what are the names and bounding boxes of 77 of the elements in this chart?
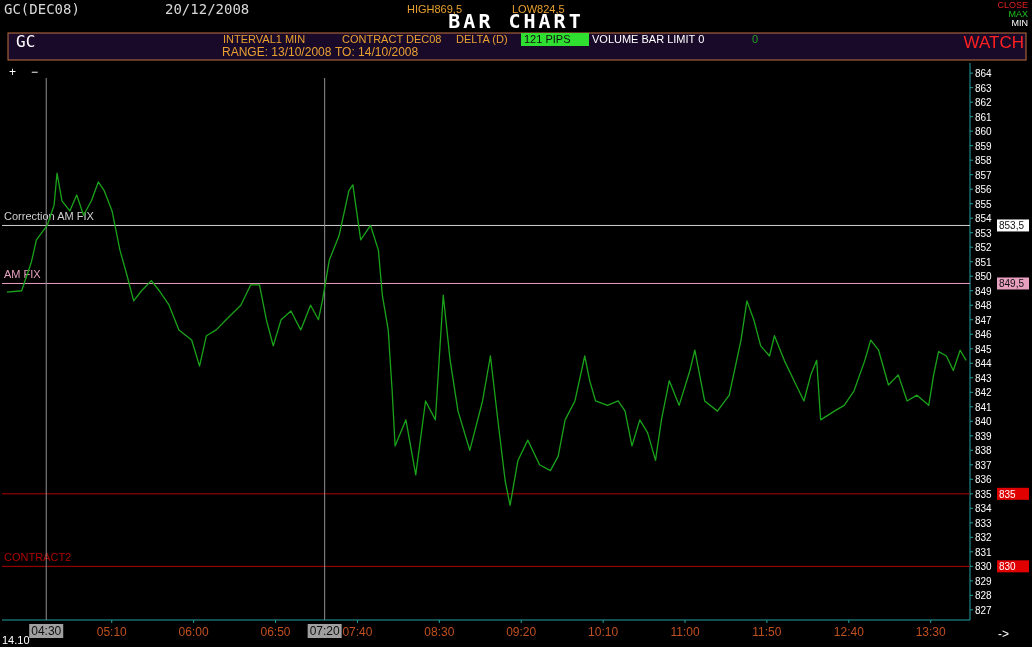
text: 830	[999, 561, 1017, 573]
y-tick-label: 860	[975, 126, 993, 138]
y-tick-label: 830	[975, 561, 993, 573]
text: 835	[999, 488, 1017, 500]
line-series	[6, 172, 967, 507]
x-tick-label: 05:10	[96, 625, 128, 639]
y-tick-label: 847	[975, 314, 993, 326]
y-tick-label: 834	[975, 503, 993, 515]
y-tick-label: 831	[975, 546, 993, 558]
y-tick-label: 846	[975, 329, 993, 341]
y-tick-label: 853	[975, 227, 993, 239]
ref-line-label: 04:30	[31, 624, 62, 638]
text: INTERVAL1 MIN	[223, 33, 306, 45]
y-tick-label: 854	[975, 213, 993, 225]
ref-line-label: 07:20	[309, 624, 340, 638]
annotation: +	[9, 65, 17, 79]
y-tick-label: 828	[975, 590, 993, 602]
text: DELTA (D)	[456, 33, 508, 45]
x-tick-label: 11:50	[752, 625, 782, 639]
x-tick-label: 13:30	[915, 625, 947, 639]
y-tick-label: 852	[975, 242, 993, 254]
y-tick-label: 829	[975, 575, 993, 587]
text: HIGH869,5	[407, 3, 463, 15]
x-tick-label: 06:50	[260, 625, 291, 639]
text: 0	[752, 33, 759, 45]
x-tick-label: 11:00	[670, 625, 700, 639]
text: GC(DEC08)	[4, 1, 80, 17]
text: 849,5	[999, 278, 1025, 290]
y-tick-label: 842	[975, 387, 993, 399]
text: ->	[998, 627, 1010, 641]
y-tick-label: 863	[975, 82, 993, 94]
text: VOLUME BAR LIMIT 0	[592, 33, 705, 45]
y-tick-label: 827	[975, 604, 993, 616]
text: 14.10	[2, 634, 30, 646]
y-tick-label: 837	[975, 459, 993, 471]
y-tick-label: 845	[975, 343, 993, 355]
text: LOW824,5	[512, 3, 565, 15]
x-tick-label: 12:40	[833, 625, 865, 639]
annotation: −	[31, 65, 39, 79]
y-tick-label: 864	[975, 68, 993, 80]
y-tick-label: 840	[975, 416, 993, 428]
text: WATCH	[963, 33, 1024, 52]
text: 121 PIPS	[524, 33, 571, 45]
y-tick-label: 861	[975, 111, 993, 123]
y-tick-label: 850	[975, 271, 993, 283]
y-tick-label: 844	[975, 358, 993, 370]
y-tick-label: 838	[975, 445, 993, 457]
y-tick-label: 862	[975, 97, 993, 109]
text: MIN	[1011, 18, 1028, 28]
x-tick-label: 09:20	[506, 625, 537, 639]
y-tick-label: 848	[975, 300, 993, 312]
text: TO: 14/10/2008	[335, 45, 419, 59]
y-tick-label: 856	[975, 184, 993, 196]
x-tick-label: 08:30	[424, 625, 455, 639]
y-tick-label: 841	[975, 401, 993, 413]
x-tick-label: 10:10	[588, 625, 619, 639]
text: MAX	[1008, 9, 1028, 19]
y-tick-label: 833	[975, 517, 993, 529]
y-tick-label: 843	[975, 372, 993, 384]
y-tick-label: 839	[975, 430, 993, 442]
text: CLOSE	[997, 0, 1028, 10]
y-tick-label: 855	[975, 198, 993, 210]
y-tick-label: 858	[975, 155, 993, 167]
y-tick-label: 832	[975, 532, 993, 544]
y-tick-label: 857	[975, 169, 993, 181]
text: 853,5	[999, 220, 1025, 232]
y-tick-label: 835	[975, 488, 993, 500]
y-tick-label: 836	[975, 474, 993, 486]
text: CONTRACT DEC08	[342, 33, 442, 45]
x-tick-label: 07:40	[342, 625, 373, 639]
text: RANGE: 13/10/2008	[222, 45, 332, 59]
x-tick-label: 06:00	[178, 625, 209, 639]
y-tick-label: 851	[975, 256, 993, 268]
y-tick-label: 859	[975, 140, 993, 152]
text: GC	[16, 32, 36, 51]
y-tick-label: 849	[975, 285, 993, 297]
text: 20/12/2008	[165, 1, 250, 17]
